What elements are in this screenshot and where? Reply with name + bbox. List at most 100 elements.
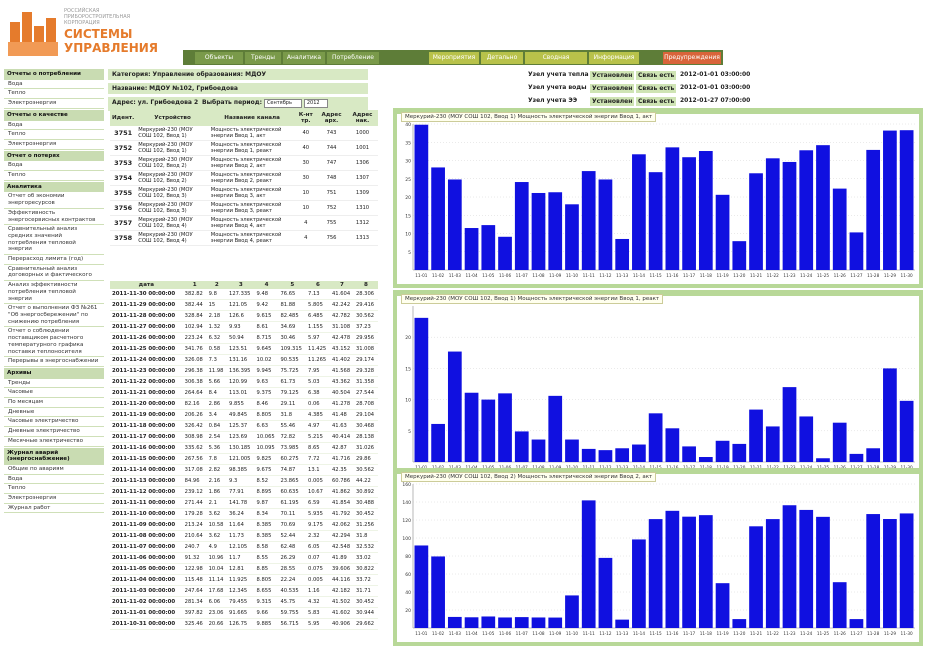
nav-info[interactable]: Информация	[589, 52, 639, 64]
sidebar-item[interactable]: Анализ эффективности потребления теплово…	[4, 281, 104, 305]
table-cell: 2011-10-31 00:00:00	[110, 618, 183, 630]
bar	[732, 619, 747, 628]
table-cell: 9.87	[254, 497, 279, 509]
bar	[498, 617, 512, 628]
nav-summary[interactable]: Сводная аналитика	[525, 52, 587, 73]
table-cell: 30.452	[353, 508, 378, 520]
sidebar-item[interactable]: Отчет о выполнении ФЗ №261 "Об энергосбе…	[4, 304, 104, 328]
sidebar-item[interactable]: Вода	[4, 161, 104, 172]
table-cell: 74.87	[278, 464, 307, 476]
sidebar-item[interactable]: Сравнительный анализ средних значений по…	[4, 225, 104, 256]
sidebar-item[interactable]: Тренды	[4, 379, 104, 389]
sidebar-item[interactable]: Отчет о соблюдении поставщиком расчетног…	[4, 327, 104, 358]
table-row[interactable]: 3752 Меркурий-230 (МОУ СОШ 102, Ввод 1) Мо…	[110, 140, 378, 156]
table-row[interactable]: 3756 Меркурий-230 (МОУ СОШ 102, Ввод 3) Мо…	[110, 200, 378, 216]
bar	[749, 409, 763, 462]
x-tick-label: 11-09	[549, 465, 562, 470]
sidebar-item[interactable]: Электроэнергия	[4, 99, 104, 109]
sidebar-item[interactable]: Дневные	[4, 408, 104, 418]
nav-details[interactable]: Детально	[481, 52, 523, 64]
column-header: 2	[206, 281, 228, 289]
sidebar-item[interactable]: Отчет об экономии энергоресурсов	[4, 192, 104, 209]
bar	[799, 416, 814, 462]
table-row[interactable]: 3757 Меркурий-230 (МОУ СОШ 102, Ввод 4) Мо…	[110, 215, 378, 231]
table-cell: 756	[316, 230, 347, 246]
x-tick-label: 11-15	[650, 631, 663, 636]
x-tick-label: 11-11	[583, 631, 596, 636]
sidebar-item[interactable]: Электроэнергия	[4, 494, 104, 504]
sidebar-item[interactable]: Перерасход лимита (год)	[4, 255, 104, 265]
table-cell: 748	[316, 170, 347, 186]
table-cell: Мощность электрической энергии Ввод 4, р…	[208, 230, 296, 246]
nav-warnings[interactable]: Предупреждения	[663, 52, 721, 64]
table-cell: 130.185	[227, 442, 255, 454]
company-logo[interactable]: РОССИЙСКАЯ ПРИБОРОСТРОИТЕЛЬНАЯ КОРПОРАЦИ…	[8, 2, 168, 60]
bar	[866, 448, 881, 462]
table-row[interactable]: 3753 Меркурий-230 (МОУ СОШ 102, Ввод 2) Мо…	[110, 155, 378, 171]
table-cell: 1.86	[206, 486, 228, 498]
table-row[interactable]: 3755 Меркурий-230 (МОУ СОШ 102, Ввод 3) Мо…	[110, 185, 378, 201]
table-cell: 8.655	[254, 585, 279, 597]
table-cell: 113.01	[227, 387, 255, 399]
bar	[648, 172, 663, 270]
sidebar-item[interactable]: Вода	[4, 475, 104, 485]
nav-analytics[interactable]: Аналитика	[283, 52, 325, 64]
table-row[interactable]: 3751 Меркурий-230 (МОУ СОШ 102, Ввод 1) Мо…	[110, 126, 378, 141]
nav-objects[interactable]: Объекты	[195, 52, 243, 64]
sidebar-item[interactable]: Электроэнергия	[4, 140, 104, 150]
x-tick-label: 11-11	[583, 273, 596, 278]
table-row[interactable]: 3754 Меркурий-230 (МОУ СОШ 102, Ввод 2) Мо…	[110, 170, 378, 186]
nav-consumption[interactable]: Потребление	[327, 52, 379, 64]
table-row[interactable]: 3758 Меркурий-230 (МОУ СОШ 102, Ввод 4) Мо…	[110, 230, 378, 246]
table-cell: 1312	[347, 215, 378, 231]
bar	[648, 519, 663, 628]
sidebar-item[interactable]: Перерывы в энергоснабжении	[4, 357, 104, 367]
table-cell: 12.345	[227, 585, 255, 597]
table-cell: 30.562	[353, 310, 378, 322]
sidebar-item[interactable]: Часовые	[4, 388, 104, 399]
sidebar-item[interactable]: Вода	[4, 80, 104, 90]
bar	[481, 399, 496, 462]
bar	[598, 557, 613, 628]
meter-row: Узел учета ЭЭ Установлен Связь есть 2012-01…	[528, 95, 923, 107]
nav-trends[interactable]: Тренды	[245, 52, 281, 64]
sidebar-item[interactable]: Сравнительный анализ договорных и фактич…	[4, 265, 104, 282]
table-cell: 247.64	[182, 585, 207, 597]
sidebar-item[interactable]: Тепло	[4, 171, 104, 181]
sidebar-item[interactable]: Эффективность энергосервисных контрактов	[4, 209, 104, 226]
table-row: 2011-10-31 00:00:00 325.46 20.66 126.75 9.88…	[110, 618, 378, 630]
sidebar-item[interactable]: Тепло	[4, 484, 104, 495]
table-row: 2011-11-01 00:00:00 397.82 23.06 91.665 9.66…	[110, 607, 378, 619]
table-cell: 3756	[110, 200, 137, 216]
table-cell: 213.24	[182, 519, 207, 531]
period-month-select[interactable]: Сентябрь	[263, 99, 302, 108]
sidebar-item[interactable]: Месячные электричество	[4, 437, 104, 447]
sidebar-item[interactable]: Часовые электричество	[4, 417, 104, 428]
table-cell: 239.12	[182, 486, 207, 498]
sidebar-item[interactable]: Журнал работ	[4, 504, 104, 514]
sidebar-item[interactable]: Общие по авариям	[4, 465, 104, 475]
table-cell: 12.105	[227, 541, 255, 553]
x-tick-label: 11-03	[449, 631, 462, 636]
category-label: Категория:	[112, 71, 151, 78]
x-tick-label: 11-04	[465, 465, 478, 470]
sidebar-item[interactable]: Вода	[4, 121, 104, 131]
y-tick-label: 140	[402, 500, 411, 506]
sidebar-item[interactable]: Дневные электричество	[4, 427, 104, 437]
table-cell: 30.562	[353, 464, 378, 476]
x-tick-label: 11-07	[516, 465, 529, 470]
table-cell: 11.14	[206, 574, 228, 586]
bar	[698, 457, 713, 462]
table-cell: 5.36	[206, 442, 228, 454]
nav-events[interactable]: Мероприятия	[429, 52, 479, 64]
table-cell: 41.278	[329, 398, 354, 410]
sidebar-section-title: Отчеты о потреблении	[4, 69, 104, 80]
period-year-select[interactable]: 2012	[303, 99, 328, 108]
bar	[849, 232, 864, 270]
sidebar-item[interactable]: Тепло	[4, 130, 104, 140]
table-cell: 43.152	[329, 343, 354, 355]
table-cell: 15	[206, 299, 228, 311]
table-cell: 42.548	[329, 541, 354, 553]
sidebar-item[interactable]: По месяцам	[4, 398, 104, 408]
sidebar-item[interactable]: Тепло	[4, 89, 104, 100]
